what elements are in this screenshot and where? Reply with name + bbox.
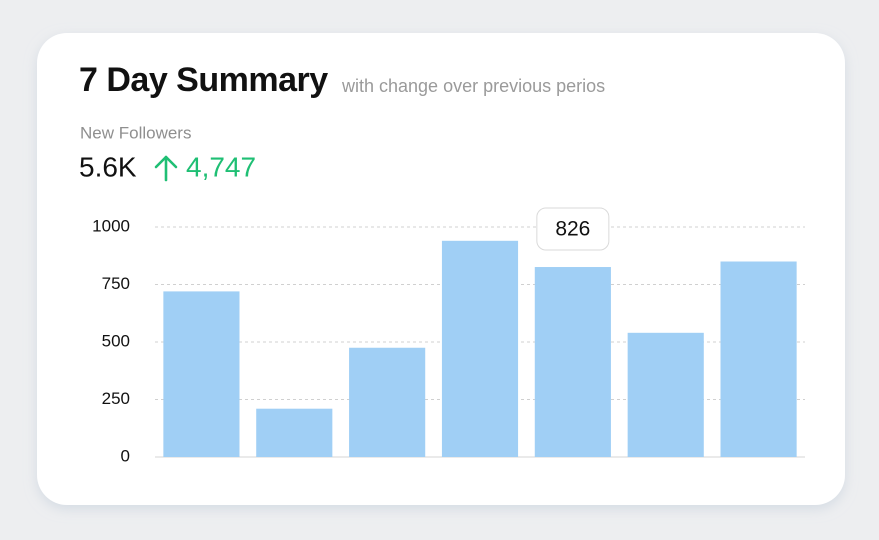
up-arrow (154, 155, 178, 182)
change-value: 4,747 (186, 151, 256, 182)
metric-label: New Followers (80, 123, 191, 142)
bar (256, 408, 333, 457)
bar (163, 291, 240, 457)
y-tick-label: 0 (121, 446, 130, 465)
y-tick-label: 1000 (92, 216, 130, 235)
y-tick-label: 250 (102, 389, 130, 408)
tooltip: 826 (536, 207, 610, 251)
bar (627, 332, 704, 457)
y-tick-label: 500 (102, 331, 130, 350)
bar (720, 261, 797, 457)
card-title: 7 Day Summary (79, 61, 328, 99)
bar (441, 240, 519, 457)
bar (349, 347, 426, 457)
y-tick-label: 750 (102, 274, 130, 293)
bar (534, 267, 611, 457)
tooltip-label: 826 (555, 218, 590, 241)
card-subtitle: with change over previous perios (341, 76, 605, 96)
metric-value: 5.6K (79, 151, 137, 182)
tooltip-box (536, 207, 610, 251)
